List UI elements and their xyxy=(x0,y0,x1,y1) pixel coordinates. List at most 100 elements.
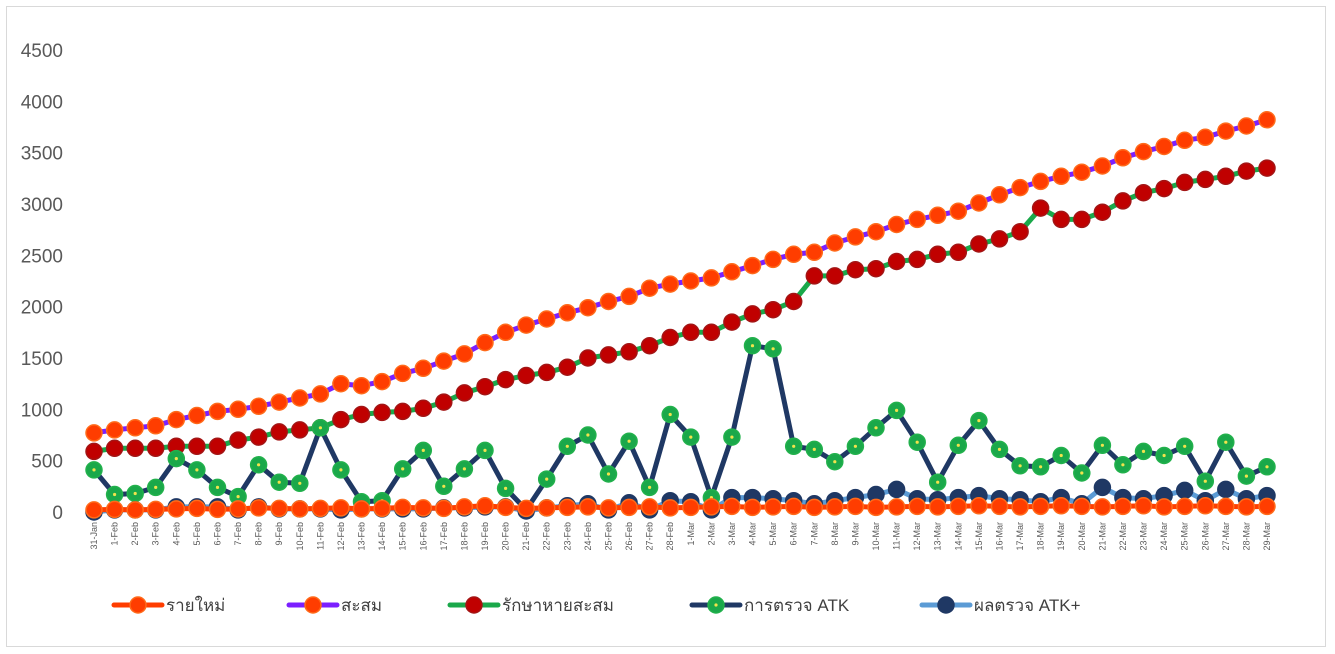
legend: รายใหม่ สะสม รักษาหายสะสม การตรวจ ATK ผลตรวจ… xyxy=(111,595,1081,615)
x-tick-label: 5-Feb xyxy=(192,522,202,546)
data-point xyxy=(85,442,103,461)
data-point-center xyxy=(113,492,117,497)
data-point-center xyxy=(195,468,199,472)
data-point xyxy=(620,287,638,306)
x-tick-label: 24-Mar xyxy=(1159,522,1169,551)
legend-label: ผลตรวจ ATK+ xyxy=(974,596,1081,615)
data-point xyxy=(1155,498,1173,516)
data-point xyxy=(702,323,721,342)
data-point-center xyxy=(1039,465,1043,469)
data-point xyxy=(146,417,165,435)
x-tick-label: 14-Feb xyxy=(377,522,387,551)
x-tick-label: 3-Feb xyxy=(151,522,161,546)
data-point xyxy=(1237,162,1256,180)
data-point xyxy=(867,259,885,278)
x-tick-label: 20-Feb xyxy=(501,522,511,551)
data-point xyxy=(1093,478,1112,497)
legend-marker xyxy=(304,596,322,614)
x-tick-label: 17-Mar xyxy=(1015,522,1025,551)
data-point xyxy=(723,497,741,516)
data-point xyxy=(640,336,659,355)
data-point-center xyxy=(401,467,405,471)
data-point-center xyxy=(1121,463,1125,467)
data-point xyxy=(1031,172,1050,191)
data-point xyxy=(414,359,433,378)
data-point xyxy=(640,279,659,297)
data-point-center xyxy=(339,468,343,472)
data-point xyxy=(579,349,597,367)
data-point xyxy=(867,498,885,517)
data-point xyxy=(537,310,556,328)
x-tick-label: 25-Feb xyxy=(603,522,613,551)
data-point xyxy=(928,498,947,516)
x-tick-label: 14-Mar xyxy=(953,522,963,551)
data-point xyxy=(517,366,535,385)
x-tick-label: 20-Mar xyxy=(1077,522,1087,551)
data-point xyxy=(1114,192,1132,210)
data-point xyxy=(970,497,988,515)
data-point-center xyxy=(504,486,508,490)
data-point xyxy=(291,421,309,439)
x-tick-label: 6-Feb xyxy=(212,522,222,546)
x-tick-label: 16-Mar xyxy=(994,522,1004,551)
data-point xyxy=(1258,111,1276,129)
data-point xyxy=(1175,497,1194,516)
x-tick-label: 11-Mar xyxy=(892,522,902,550)
data-point xyxy=(105,439,124,458)
data-point xyxy=(743,305,762,323)
series-2 xyxy=(85,159,1276,461)
x-tick-label: 22-Mar xyxy=(1118,522,1128,551)
data-point xyxy=(311,385,330,403)
x-tick-label: 31-Jan xyxy=(89,522,99,550)
data-point xyxy=(1217,167,1235,186)
x-tick-label: 28-Mar xyxy=(1241,522,1251,551)
data-point-center xyxy=(1224,440,1228,444)
x-tick-label: 27-Mar xyxy=(1221,522,1231,551)
x-tick-label: 2-Feb xyxy=(130,522,140,546)
data-point xyxy=(558,304,577,322)
data-point xyxy=(1052,210,1070,229)
data-point xyxy=(208,500,227,519)
x-tick-label: 19-Mar xyxy=(1056,522,1066,551)
data-point-center xyxy=(215,485,220,489)
x-tick-label: 5-Mar xyxy=(768,522,778,546)
data-point xyxy=(784,245,803,264)
data-point xyxy=(393,402,412,421)
data-point xyxy=(1196,170,1215,189)
data-point xyxy=(928,206,947,225)
data-point xyxy=(435,393,453,411)
data-point xyxy=(990,186,1009,204)
data-point xyxy=(352,376,371,395)
x-tick-label: 9-Mar xyxy=(850,522,860,546)
data-point xyxy=(249,397,268,416)
data-point-center xyxy=(462,467,466,471)
data-point xyxy=(908,210,926,229)
data-point xyxy=(476,333,494,352)
data-point-center xyxy=(668,412,672,417)
data-point xyxy=(537,363,556,382)
data-point-center xyxy=(833,460,837,464)
x-tick-label: 18-Feb xyxy=(459,522,469,551)
data-point-center xyxy=(750,344,755,348)
x-tick-label: 15-Mar xyxy=(974,522,984,551)
y-tick-label: 2500 xyxy=(21,246,63,267)
data-point xyxy=(805,267,824,285)
data-point xyxy=(620,498,638,517)
data-point xyxy=(146,439,165,458)
data-point xyxy=(496,323,515,342)
data-point-center xyxy=(483,448,487,452)
data-point-center xyxy=(606,472,611,476)
data-point xyxy=(846,228,865,246)
data-point xyxy=(990,497,1009,516)
x-tick-label: 28-Feb xyxy=(665,522,675,551)
data-point xyxy=(517,316,535,334)
data-point xyxy=(126,439,144,458)
chart-frame: 0 500 1000 1500 2000 2500 3000 3500 4000 4500 31-… xyxy=(6,6,1326,647)
data-point xyxy=(764,250,782,269)
data-point xyxy=(188,499,206,518)
x-tick-label: 7-Feb xyxy=(233,522,243,546)
data-point xyxy=(887,498,906,516)
data-point-center xyxy=(154,485,158,489)
data-point xyxy=(373,499,391,518)
legend-marker xyxy=(129,596,147,614)
